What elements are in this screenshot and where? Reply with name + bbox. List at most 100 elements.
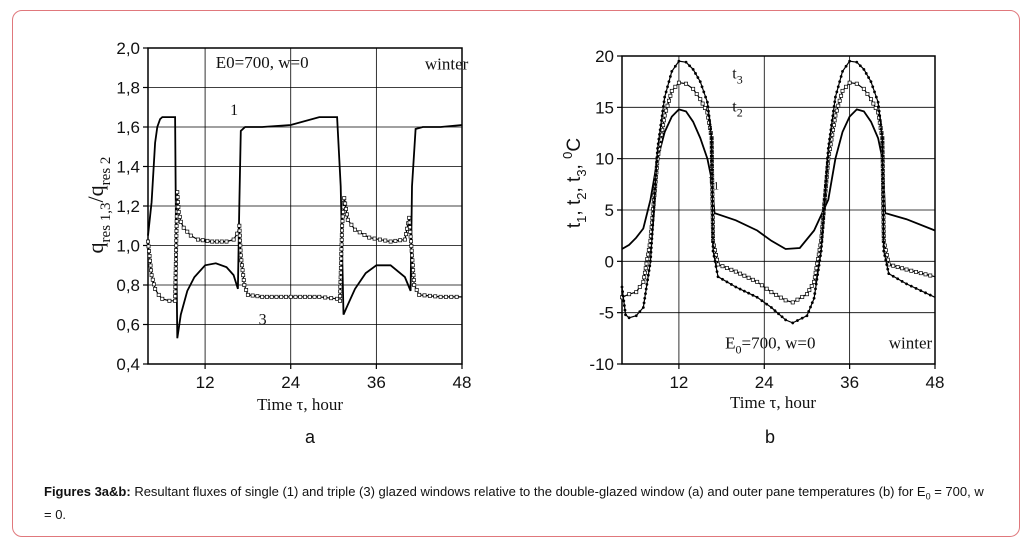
chart-a-ylabel-mid: /q	[83, 185, 108, 202]
data-point	[884, 258, 888, 262]
data-point	[750, 277, 755, 282]
data-point	[716, 275, 720, 279]
data-point	[646, 252, 651, 257]
data-point	[774, 292, 779, 297]
data-point	[711, 231, 715, 235]
data-point	[705, 100, 709, 104]
data-point	[241, 278, 246, 283]
x-tick-label: 12	[669, 373, 688, 392]
data-point	[637, 285, 642, 289]
data-point	[832, 105, 836, 108]
data-point	[710, 186, 714, 190]
data-point	[178, 219, 183, 224]
data-point	[709, 127, 712, 131]
data-point	[828, 137, 831, 141]
data-point	[800, 316, 804, 320]
data-point	[928, 293, 932, 297]
data-point	[713, 259, 717, 263]
data-point	[239, 258, 244, 263]
data-point	[895, 265, 900, 269]
y-tick-label: 0	[605, 252, 614, 271]
data-point	[340, 219, 345, 224]
data-point	[711, 245, 715, 248]
data-point	[765, 302, 769, 306]
chart-a-ylabel-q: q	[83, 242, 108, 253]
data-point	[404, 232, 408, 237]
data-point	[812, 279, 817, 284]
series-line	[621, 108, 936, 250]
data-point	[824, 175, 828, 178]
data-point	[634, 314, 638, 318]
data-point	[644, 261, 649, 266]
data-point	[822, 207, 826, 211]
data-point	[653, 192, 657, 195]
data-point	[869, 97, 873, 102]
data-point	[146, 244, 151, 249]
chart-a-x-axis-label: Time τ, hour	[257, 395, 343, 414]
data-point	[691, 67, 695, 71]
data-point	[820, 245, 823, 248]
data-point	[773, 309, 777, 313]
data-point	[340, 228, 344, 233]
data-point	[340, 214, 345, 219]
data-point	[815, 278, 819, 281]
data-point	[714, 265, 718, 268]
data-point	[649, 250, 653, 254]
y-tick-label: 10	[595, 150, 614, 169]
data-point	[362, 233, 367, 237]
data-point	[173, 289, 178, 294]
data-point	[641, 306, 645, 309]
data-point	[738, 271, 743, 276]
data-point	[848, 59, 852, 63]
series-label: 1	[230, 102, 238, 119]
data-point	[649, 259, 652, 263]
data-point	[409, 239, 413, 244]
chart-b-grid	[622, 56, 935, 364]
data-point	[698, 80, 702, 84]
series-line	[147, 116, 463, 339]
data-point	[642, 301, 646, 305]
data-point	[721, 277, 724, 281]
data-point	[880, 132, 884, 136]
data-point	[646, 247, 651, 252]
chart-b-y-ticks: -10 -5 0 5 10 15 20	[589, 47, 622, 374]
data-point	[656, 142, 660, 146]
data-point	[812, 275, 817, 280]
data-point	[839, 75, 843, 78]
data-point	[828, 133, 832, 136]
data-point	[622, 304, 626, 307]
data-point	[710, 141, 714, 145]
data-point	[720, 264, 725, 269]
data-point	[715, 270, 719, 273]
data-point	[823, 198, 827, 202]
annotation-text: winter	[889, 334, 933, 353]
series-label-sub: 1	[713, 178, 719, 192]
data-point	[691, 86, 696, 91]
data-point	[784, 318, 788, 322]
data-point	[151, 282, 156, 287]
data-point	[670, 70, 674, 73]
series-3	[146, 190, 462, 303]
data-point	[367, 235, 372, 240]
data-point	[237, 228, 242, 233]
x-tick-label: 36	[367, 373, 386, 392]
data-point	[896, 277, 900, 281]
data-point	[879, 123, 883, 127]
data-point	[284, 294, 288, 299]
data-point	[224, 239, 229, 244]
data-point	[864, 72, 868, 75]
data-point	[646, 273, 650, 277]
data-point	[698, 97, 703, 102]
data-point	[700, 101, 705, 106]
data-point	[881, 145, 884, 149]
data-point	[677, 59, 681, 63]
data-point	[662, 100, 666, 104]
data-point	[653, 196, 656, 200]
data-point	[148, 263, 153, 268]
data-point	[909, 284, 913, 288]
data-point	[377, 237, 382, 242]
data-point	[834, 95, 837, 99]
data-point	[882, 245, 886, 248]
data-point	[881, 218, 885, 221]
data-point	[407, 225, 412, 230]
